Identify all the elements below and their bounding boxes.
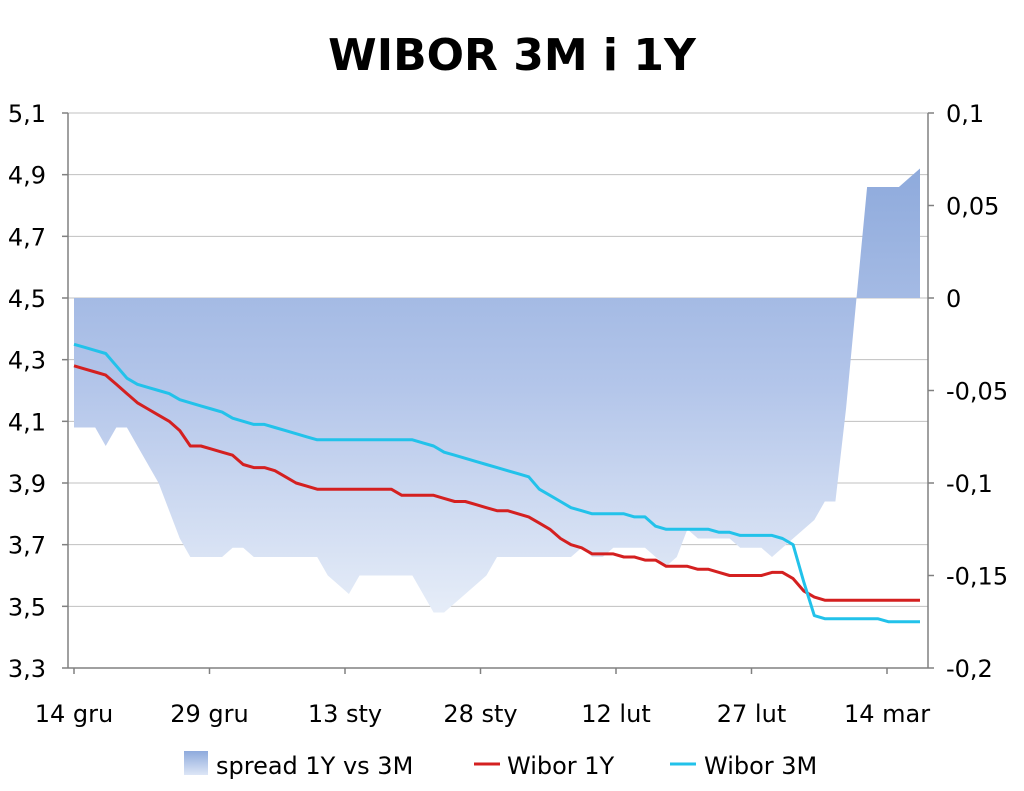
x-tick-label: 14 gru bbox=[35, 700, 113, 728]
x-tick-label: 14 mar bbox=[844, 700, 930, 728]
series-wibor-1y-line bbox=[73, 364, 920, 602]
line-layer bbox=[73, 342, 920, 624]
right-tick-label: 0,1 bbox=[946, 100, 984, 128]
left-axis-ticks: 5,1 4,9 4,7 4,5 4,3 4,1 3,9 3,7 3,5 3,3 bbox=[8, 100, 68, 683]
x-tick-label: 29 gru bbox=[170, 700, 248, 728]
left-tick-label: 4,3 bbox=[8, 347, 46, 375]
right-tick-label: 0 bbox=[946, 285, 961, 313]
legend-label-wibor-3m: Wibor 3M bbox=[704, 752, 817, 780]
right-tick-label: 0,05 bbox=[946, 193, 999, 221]
left-tick-label: 4,1 bbox=[8, 408, 46, 436]
left-tick-label: 3,7 bbox=[8, 532, 46, 560]
chart-title: WIBOR 3M i 1Y bbox=[328, 30, 696, 81]
left-tick-label: 3,3 bbox=[8, 655, 46, 683]
legend-swatch-spread bbox=[184, 751, 208, 775]
legend-label-spread: spread 1Y vs 3M bbox=[216, 752, 413, 780]
right-tick-label: -0,2 bbox=[946, 655, 993, 683]
left-tick-label: 4,7 bbox=[8, 223, 46, 251]
x-axis-ticks: 14 gru 29 gru 13 sty 28 sty 12 lut 27 lut 14 m… bbox=[35, 668, 930, 728]
legend-label-wibor-1y: Wibor 1Y bbox=[507, 752, 615, 780]
left-tick-label: 4,5 bbox=[8, 285, 46, 313]
series-wibor-3m-line bbox=[73, 342, 920, 624]
x-tick-label: 12 lut bbox=[581, 700, 650, 728]
right-axis-ticks: 0,1 0,05 0 -0,05 -0,1 -0,15 -0,2 bbox=[928, 100, 1008, 683]
left-tick-label: 4,9 bbox=[8, 162, 46, 190]
left-tick-label: 3,5 bbox=[8, 593, 46, 621]
spread-area-layer bbox=[74, 168, 920, 613]
x-tick-label: 13 sty bbox=[308, 700, 382, 728]
right-tick-label: -0,15 bbox=[946, 563, 1008, 591]
x-tick-label: 28 sty bbox=[443, 700, 517, 728]
right-tick-label: -0,1 bbox=[946, 470, 993, 498]
left-tick-label: 5,1 bbox=[8, 100, 46, 128]
left-tick-label: 3,9 bbox=[8, 470, 46, 498]
x-tick-label: 27 lut bbox=[717, 700, 786, 728]
right-tick-label: -0,05 bbox=[946, 378, 1008, 406]
legend: spread 1Y vs 3M Wibor 1Y Wibor 3M bbox=[184, 751, 817, 780]
series-spread-1y-vs-3m-area bbox=[74, 168, 920, 613]
